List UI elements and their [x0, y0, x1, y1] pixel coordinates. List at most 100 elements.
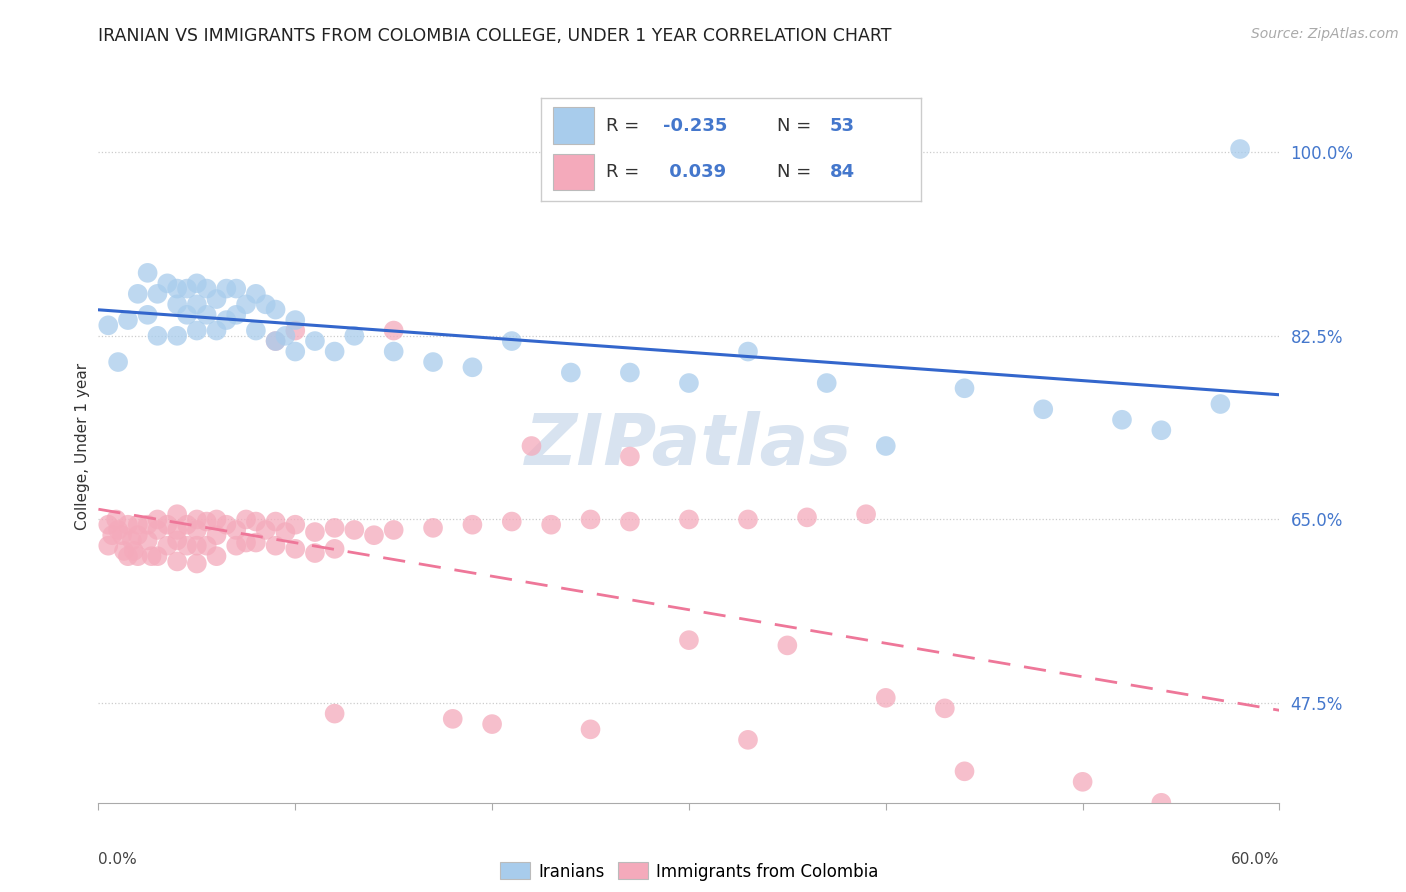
Point [186, 523, 208, 537]
Point [1229, 142, 1251, 156]
Point [382, 344, 405, 359]
Point [737, 344, 759, 359]
Point [254, 297, 277, 311]
Point [136, 517, 159, 532]
Point [205, 292, 228, 306]
Point [619, 515, 641, 529]
Point [1209, 397, 1232, 411]
Point [107, 523, 129, 537]
Point [953, 764, 976, 779]
Point [105, 512, 128, 526]
Point [195, 282, 218, 296]
Point [1150, 796, 1173, 810]
Point [101, 528, 124, 542]
Point [323, 521, 346, 535]
Point [776, 639, 799, 653]
Point [304, 524, 326, 539]
Point [195, 515, 218, 529]
Point [166, 533, 188, 548]
Point [225, 282, 247, 296]
Point [422, 355, 444, 369]
Point [284, 324, 307, 338]
Point [205, 549, 228, 564]
Point [117, 313, 139, 327]
Point [127, 528, 149, 542]
Point [146, 512, 169, 526]
Point [156, 277, 179, 291]
Point [97, 318, 120, 333]
Point [815, 376, 838, 390]
Point [127, 549, 149, 564]
Point [176, 539, 198, 553]
Point [1150, 423, 1173, 437]
Point [579, 723, 602, 737]
Point [97, 517, 120, 532]
Point [540, 517, 562, 532]
Point [264, 515, 287, 529]
Point [205, 324, 228, 338]
Point [215, 517, 238, 532]
Point [264, 539, 287, 553]
Bar [553, 153, 595, 190]
Point [382, 324, 405, 338]
Point [235, 535, 257, 549]
Point [619, 450, 641, 464]
Point [284, 517, 307, 532]
Point [520, 439, 543, 453]
Point [441, 712, 464, 726]
Text: ZIPatlas: ZIPatlas [526, 411, 852, 481]
Point [323, 344, 346, 359]
Point [501, 334, 523, 348]
Point [875, 690, 897, 705]
Text: 60.0%: 60.0% [1232, 852, 1279, 867]
Point [195, 539, 218, 553]
Text: 53: 53 [830, 117, 855, 135]
Point [166, 554, 188, 568]
Point [274, 524, 297, 539]
Point [225, 539, 247, 553]
Text: 84: 84 [830, 163, 855, 181]
Point [304, 334, 326, 348]
Text: Source: ZipAtlas.com: Source: ZipAtlas.com [1251, 27, 1399, 41]
Point [205, 512, 228, 526]
Text: N =: N = [776, 117, 817, 135]
Point [97, 539, 120, 553]
Point [343, 523, 366, 537]
Point [186, 512, 208, 526]
Point [560, 366, 582, 380]
Point [186, 277, 208, 291]
Point [501, 515, 523, 529]
Point [245, 535, 267, 549]
Point [186, 324, 208, 338]
Point [245, 286, 267, 301]
Point [363, 528, 385, 542]
Point [264, 334, 287, 348]
Point [225, 523, 247, 537]
Point [225, 308, 247, 322]
Y-axis label: College, Under 1 year: College, Under 1 year [75, 362, 90, 530]
Point [796, 510, 818, 524]
Point [186, 557, 208, 571]
Text: R =: R = [606, 117, 645, 135]
Point [274, 328, 297, 343]
Point [117, 549, 139, 564]
Point [146, 523, 169, 537]
Point [136, 266, 159, 280]
Point [461, 517, 484, 532]
Point [245, 515, 267, 529]
Point [136, 533, 159, 548]
Point [264, 302, 287, 317]
Point [855, 507, 877, 521]
Legend: Iranians, Immigrants from Colombia: Iranians, Immigrants from Colombia [494, 855, 884, 888]
Point [481, 717, 503, 731]
Point [284, 344, 307, 359]
Point [176, 308, 198, 322]
Point [122, 544, 145, 558]
Point [875, 439, 897, 453]
Text: 0.039: 0.039 [662, 163, 725, 181]
Point [215, 313, 238, 327]
Point [422, 521, 444, 535]
Point [1071, 774, 1094, 789]
Point [953, 381, 976, 395]
Point [166, 297, 188, 311]
